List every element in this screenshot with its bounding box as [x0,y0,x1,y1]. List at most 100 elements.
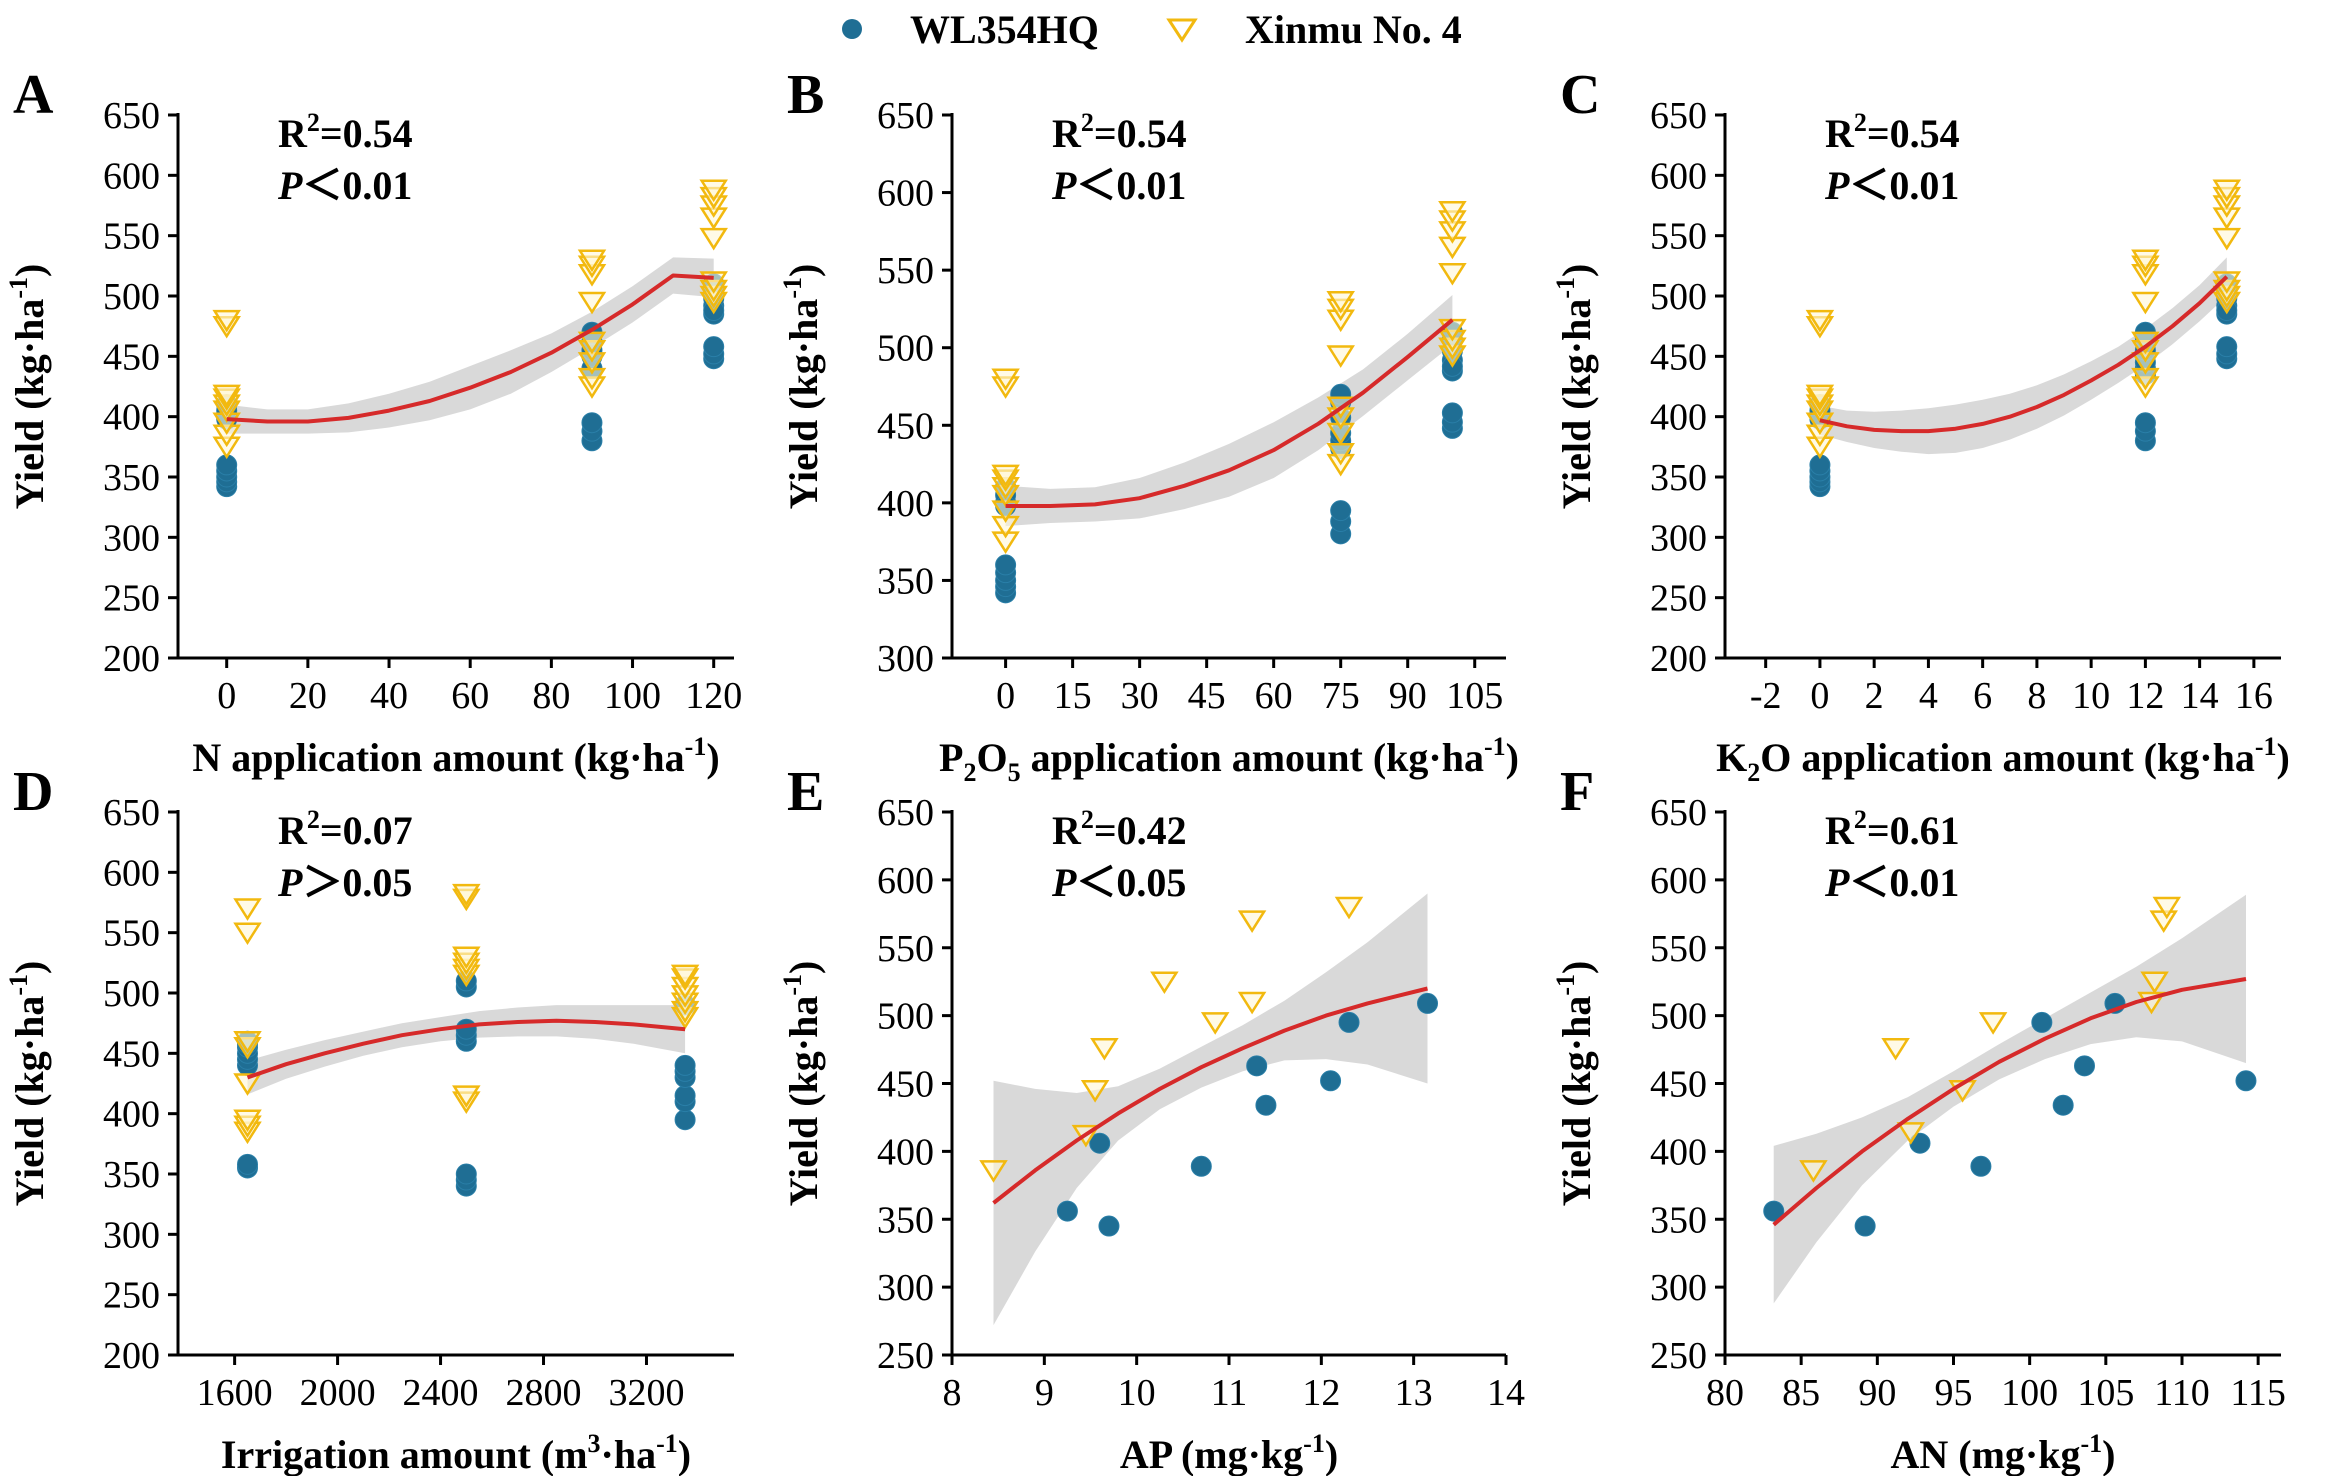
x-tick-label: 60 [451,675,489,717]
confidence-band [226,257,714,434]
data-point-wl354hq [1854,1215,1876,1237]
panel-letter: D [13,761,53,823]
y-tick-label: 500 [1650,996,1707,1038]
y-tick-label: 500 [1650,276,1707,318]
data-point-wl354hq [2031,1011,2053,1033]
data-point-xinmu [233,1073,262,1096]
y-tick-label: 550 [877,250,934,292]
data-point-wl354hq [2235,1070,2257,1092]
y-tick-label: 500 [103,973,160,1015]
data-point-xinmu [212,384,241,408]
x-tick-label: 0 [1810,675,1829,717]
y-tick-label: 650 [103,792,160,834]
x-tick-label: 3200 [608,1372,684,1414]
legend-marker-wl354hq [842,19,862,39]
panel-letter: F [1560,761,1594,823]
data-point-xinmu [233,898,262,921]
series-wl354hq [1056,992,1439,1237]
y-tick-label: 200 [1650,638,1707,680]
y-tick-label: 400 [1650,1131,1707,1173]
data-point-xinmu [1896,1122,1926,1145]
y-tick-label: 350 [877,1199,934,1241]
x-tick-label: 110 [2154,1372,2210,1414]
y-tick-label: 500 [877,996,934,1038]
data-point-xinmu [233,1031,262,1054]
y-tick-label: 600 [103,155,160,197]
x-tick-label: 85 [1782,1372,1820,1414]
panel-letter: A [13,64,54,126]
x-tick-label: 40 [370,675,408,717]
x-tick-label: 20 [289,675,327,717]
x-tick-label: 10 [2072,675,2110,717]
data-point-wl354hq [1246,1055,1268,1077]
x-tick-label: 8 [2027,675,2046,717]
x-tick-label: 105 [2077,1372,2134,1414]
data-point-xinmu [2140,971,2169,995]
data-point-wl354hq [1441,402,1463,424]
y-tick-label: 450 [877,1064,934,1106]
data-point-wl354hq [1190,1155,1212,1177]
data-point-wl354hq [703,336,725,358]
data-point-wl354hq [1056,1200,1078,1222]
series-xinmu-no-4 [1805,179,2242,460]
x-tick-label: 10 [1118,1372,1156,1414]
y-tick-label: 300 [877,1267,934,1309]
x-tick-label: 2 [1865,675,1884,717]
confidence-band [1005,295,1453,527]
data-point-xinmu [2149,910,2178,933]
r-squared-label: R2=0.61 [1825,805,1960,853]
data-point-wl354hq [581,412,603,434]
data-point-xinmu [233,1109,262,1133]
series-xinmu-no-4 [991,200,1467,554]
y-tick-label: 350 [1650,457,1707,499]
panel-letter: C [1560,64,1600,126]
y-tick-label: 650 [1650,95,1707,137]
data-point-wl354hq [2052,1094,2074,1116]
x-tick-label: 0 [996,675,1015,717]
data-point-xinmu [1805,309,1835,333]
x-tick-label: 4 [1919,675,1938,717]
p-value-label: P＜0.01 [277,163,412,208]
y-tick-label: 400 [877,1131,934,1173]
y-tick-label: 500 [103,276,160,318]
y-tick-label: 600 [103,852,160,894]
x-tick-label: 90 [1858,1372,1896,1414]
data-point-wl354hq [674,1054,696,1076]
data-point-xinmu [1438,200,1467,224]
p-value-label: P＞0.05 [277,860,412,905]
y-tick-label: 600 [1650,155,1707,197]
series-xinmu-no-4 [233,883,700,1145]
x-tick-label: 105 [1446,675,1503,717]
y-tick-label: 350 [1650,1199,1707,1241]
y-tick-label: 500 [877,328,934,370]
y-tick-label: 400 [103,397,160,439]
y-tick-label: 300 [1650,517,1707,559]
y-tick-label: 250 [1650,1335,1707,1377]
y-tick-label: 450 [877,405,934,447]
confidence-band [1819,257,2227,455]
x-axis-title: K2O application amount (kg·ha-1) [1716,732,2290,787]
legend-marker-xinmu [1166,18,1198,43]
x-tick-label: 11 [1211,1372,1248,1414]
y-tick-label: 250 [103,578,160,620]
data-point-wl354hq [1338,1011,1360,1033]
data-point-wl354hq [674,1085,696,1107]
data-point-wl354hq [2073,1055,2095,1077]
y-tick-label: 450 [1650,336,1707,378]
y-tick-label: 650 [877,95,934,137]
y-tick-label: 300 [103,1214,160,1256]
y-tick-label: 550 [103,913,160,955]
x-tick-label: 2400 [403,1372,479,1414]
data-point-xinmu [212,309,241,333]
x-tick-label: 2800 [506,1372,582,1414]
x-tick-label: 90 [1389,675,1427,717]
data-point-xinmu [2212,179,2242,203]
fit-line [1819,275,2229,434]
x-tick-label: 60 [1255,675,1293,717]
legend: WL354HQ Xinmu No. 4 [842,7,1462,52]
x-tick-label: 8 [943,1372,962,1414]
y-tick-label: 650 [1650,792,1707,834]
x-tick-label: 16 [2235,675,2273,717]
data-point-xinmu [1150,971,1179,995]
y-tick-label: 350 [103,457,160,499]
